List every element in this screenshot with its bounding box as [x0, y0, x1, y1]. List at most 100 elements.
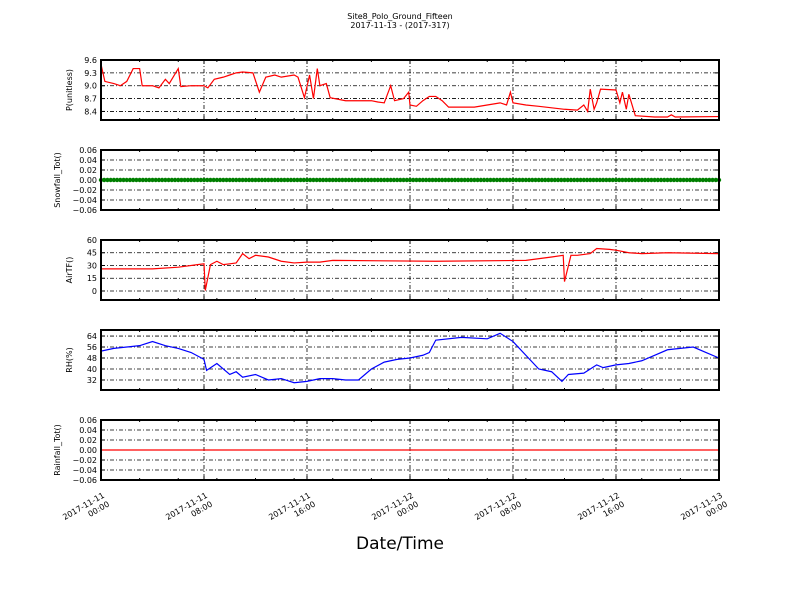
data-point [465, 177, 471, 183]
data-point [143, 177, 149, 183]
data-point [304, 177, 310, 183]
data-point [626, 177, 632, 183]
data-point [375, 177, 381, 183]
data-point [501, 177, 506, 183]
y-tick-label: 9.3 [84, 69, 97, 78]
data-point [478, 177, 484, 183]
data-point [497, 177, 503, 183]
data-point [182, 177, 187, 183]
data-point [407, 177, 413, 183]
data-point [365, 177, 371, 183]
data-point [114, 177, 120, 183]
data-point [378, 177, 384, 183]
data-point [330, 177, 335, 183]
data-point [353, 177, 358, 183]
data-point [108, 177, 113, 183]
data-point [343, 177, 348, 183]
axes-frame [100, 239, 720, 301]
data-point [233, 177, 239, 183]
data-point [514, 177, 519, 183]
x-tick-label: 2017-11-1200:00 [370, 491, 420, 531]
y-axis-label: Snowfall_Tot() [53, 152, 62, 208]
data-point [420, 177, 426, 183]
data-point [436, 177, 442, 183]
data-point [472, 177, 477, 183]
data-point [137, 177, 142, 183]
data-point [227, 177, 232, 183]
data-point [230, 177, 236, 183]
data-point [301, 177, 306, 183]
data-point [600, 177, 606, 183]
data-point [446, 177, 451, 183]
data-point [691, 177, 696, 183]
data-point [253, 177, 258, 183]
data-point [539, 177, 545, 183]
y-tick-label: 0.04 [79, 156, 97, 165]
data-point [382, 177, 387, 183]
panel-4: −0.06−0.04−0.020.000.020.040.06 Rainfall_… [53, 416, 720, 485]
data-point [279, 177, 284, 183]
y-tick-label: 45 [87, 249, 97, 258]
data-point [188, 177, 194, 183]
data-point [588, 177, 593, 183]
data-point [662, 177, 667, 183]
data-point [652, 177, 657, 183]
data-point [214, 177, 220, 183]
data-point [324, 177, 329, 183]
data-point [559, 177, 564, 183]
data-point [639, 177, 644, 183]
series-line [101, 247, 720, 291]
data-point [388, 177, 393, 183]
data-point [147, 177, 152, 183]
x-tick-label: 2017-11-1108:00 [164, 491, 214, 531]
data-point [597, 177, 603, 183]
y-axis-label: AirTF() [65, 257, 74, 284]
series-line [100, 64, 720, 118]
data-point [703, 177, 709, 183]
data-point [127, 177, 133, 183]
data-point [208, 177, 213, 183]
data-point [707, 177, 712, 183]
data-point [575, 177, 580, 183]
data-point [613, 177, 619, 183]
panel-0: 8.4 8.7 9.0 9.3 9.6 P(unitless) [65, 56, 720, 121]
data-point [124, 177, 129, 183]
data-point [391, 177, 397, 183]
data-point [404, 177, 409, 183]
data-point [217, 177, 223, 183]
data-point [359, 177, 364, 183]
data-point [610, 177, 615, 183]
data-point [340, 177, 345, 183]
data-point [633, 177, 638, 183]
y-tick-label: 8.4 [84, 107, 97, 116]
data-point [604, 177, 609, 183]
data-point [121, 177, 126, 183]
data-point [452, 177, 458, 183]
y-tick-label: −0.06 [72, 206, 97, 215]
data-point [246, 177, 252, 183]
data-point [523, 177, 529, 183]
data-point [105, 177, 110, 183]
data-point [201, 177, 207, 183]
data-point [414, 177, 419, 183]
data-point [449, 177, 455, 183]
data-point [317, 177, 323, 183]
data-point [346, 177, 352, 183]
data-point [578, 177, 583, 183]
chart-subtitle: 2017-11-13 - (2017-317) [350, 21, 450, 30]
data-point [462, 177, 467, 183]
data-point [185, 177, 191, 183]
data-point [555, 177, 561, 183]
data-point [607, 177, 612, 183]
data-point [195, 177, 200, 183]
axes-frame [100, 329, 720, 391]
y-tick-label: 9.6 [84, 56, 97, 65]
data-point [658, 177, 664, 183]
data-point [517, 177, 522, 183]
data-point [288, 177, 294, 183]
data-point [150, 177, 155, 183]
y-tick-label: 56 [87, 343, 97, 352]
data-point [159, 177, 165, 183]
y-tick-label: −0.02 [72, 186, 97, 195]
